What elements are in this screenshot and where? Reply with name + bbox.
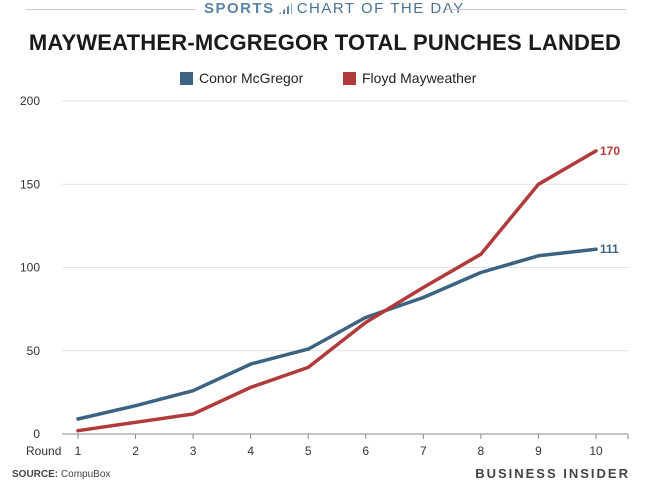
data-point-mayweather-round-5 xyxy=(306,365,310,369)
x-tick-label-1: 1 xyxy=(75,444,82,458)
data-point-mcgregor-round-10 xyxy=(594,247,598,251)
kicker-label: CHART OF THE DAY xyxy=(296,0,465,17)
data-point-mayweather-round-10 xyxy=(594,149,598,153)
x-axis-label: Round xyxy=(26,444,61,458)
data-point-mcgregor-round-4 xyxy=(249,362,253,366)
data-point-mayweather-round-4 xyxy=(249,385,253,389)
y-tick-label-100: 100 xyxy=(20,261,40,275)
data-label-mcgregor-final: 111 xyxy=(600,242,619,256)
data-point-mcgregor-round-6 xyxy=(364,315,368,320)
legend-item-mcgregor: Conor McGregor xyxy=(180,70,303,86)
legend-label-mayweather: Floyd Mayweather xyxy=(362,70,477,86)
y-tick-label-200: 200 xyxy=(20,94,40,108)
kicker-banner: SPORTS CHART OF THE DAY xyxy=(0,1,650,17)
x-tick-label-4: 4 xyxy=(247,444,254,458)
kicker-text: SPORTS CHART OF THE DAY xyxy=(204,1,465,17)
source-label: SOURCE: xyxy=(12,469,59,480)
x-tick-label-6: 6 xyxy=(362,444,369,458)
y-tick-label-150: 150 xyxy=(20,177,40,191)
legend-swatch-mcgregor xyxy=(180,71,193,85)
x-tick-label-9: 9 xyxy=(535,444,542,458)
chart-logo-icon xyxy=(278,3,292,14)
legend-swatch-mayweather xyxy=(343,71,356,85)
source-value: CompuBox xyxy=(60,469,111,480)
x-tick-label-2: 2 xyxy=(132,444,139,458)
data-point-mayweather-round-8 xyxy=(479,252,483,256)
legend-label-mcgregor: Conor McGregor xyxy=(199,70,304,86)
series-line-mayweather xyxy=(76,149,598,433)
data-point-mcgregor-round-8 xyxy=(479,270,483,275)
data-point-mcgregor-round-3 xyxy=(191,389,195,393)
kicker-rule-right xyxy=(446,9,626,10)
kicker-brand: SPORTS xyxy=(204,0,275,17)
data-point-mayweather-round-2 xyxy=(133,420,138,424)
source-note: SOURCE: CompuBox xyxy=(12,469,110,480)
legend: Conor McGregor Floyd Mayweather xyxy=(0,70,650,88)
data-point-mayweather-round-1 xyxy=(76,429,80,433)
publisher-logo: BUSINESS INSIDER xyxy=(475,466,630,481)
data-point-mcgregor-round-9 xyxy=(536,254,541,258)
kicker-rule-left xyxy=(26,9,196,10)
data-point-mcgregor-round-1 xyxy=(76,417,80,421)
data-point-mayweather-round-9 xyxy=(536,182,541,186)
data-point-mayweather-round-3 xyxy=(191,412,195,416)
legend-item-mayweather: Floyd Mayweather xyxy=(343,70,476,86)
x-tick-label-8: 8 xyxy=(478,444,485,458)
data-point-mcgregor-round-2 xyxy=(133,404,138,408)
x-tick-label-3: 3 xyxy=(190,444,197,458)
data-point-mcgregor-round-7 xyxy=(421,295,425,300)
x-tick-label-7: 7 xyxy=(420,444,427,458)
chart-title: MAYWEATHER-MCGREGOR TOTAL PUNCHES LANDED xyxy=(28,30,622,55)
data-point-mayweather-round-6 xyxy=(364,320,368,325)
series-line-mcgregor xyxy=(76,247,598,421)
data-label-mayweather-final: 170 xyxy=(600,144,620,158)
x-tick-label-10: 10 xyxy=(589,444,603,458)
y-tick-label-0: 0 xyxy=(33,427,40,441)
x-tick-label-5: 5 xyxy=(305,444,312,458)
data-point-mcgregor-round-5 xyxy=(306,347,310,351)
y-tick-label-50: 50 xyxy=(27,344,41,358)
data-point-mayweather-round-7 xyxy=(421,285,425,290)
